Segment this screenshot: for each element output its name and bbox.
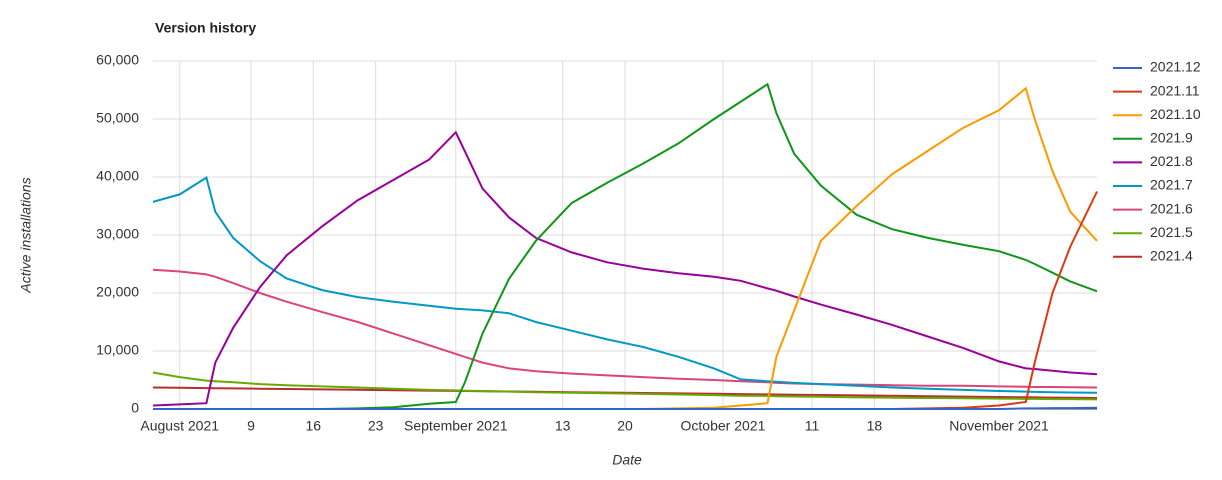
y-tick-label: 20,000 (96, 284, 139, 300)
x-tick-label: 23 (368, 418, 384, 434)
series-line (152, 268, 1098, 389)
x-tick-label: October 2021 (681, 418, 766, 434)
legend-label: 2021.8 (1150, 153, 1193, 169)
x-axis-label: Date (612, 452, 642, 468)
series-line (152, 130, 1098, 407)
legend-label: 2021.7 (1150, 177, 1193, 193)
x-tick-label: September 2021 (404, 418, 508, 434)
y-tick-label: 0 (131, 400, 139, 416)
y-tick-label: 30,000 (96, 226, 139, 242)
legend-label: 2021.6 (1150, 200, 1193, 216)
x-tick-label: August 2021 (140, 418, 219, 434)
x-tick-label: 11 (805, 418, 820, 434)
y-tick-label: 10,000 (96, 342, 139, 358)
legend-label: 2021.11 (1150, 82, 1200, 98)
legend-label: 2021.4 (1150, 248, 1193, 264)
x-tick-label: 13 (555, 418, 571, 434)
legend-label: 2021.12 (1150, 59, 1201, 75)
y-tick-label: 50,000 (96, 110, 139, 126)
legend-label: 2021.10 (1150, 106, 1201, 122)
x-tick-label: 18 (867, 418, 883, 434)
x-tick-label: 20 (617, 418, 633, 434)
x-tick-label: November 2021 (949, 418, 1049, 434)
y-axis-label: Active installations (18, 177, 34, 293)
x-tick-label: 16 (306, 418, 322, 434)
series-line (152, 176, 1098, 394)
series-line (152, 371, 1098, 401)
legend-label: 2021.5 (1150, 224, 1193, 240)
series-line (153, 406, 1098, 410)
y-tick-label: 40,000 (96, 168, 139, 184)
x-tick-label: 9 (247, 418, 255, 434)
legend-label: 2021.9 (1150, 130, 1193, 146)
chart-title: Version history (155, 20, 256, 36)
y-tick-label: 60,000 (96, 52, 139, 68)
